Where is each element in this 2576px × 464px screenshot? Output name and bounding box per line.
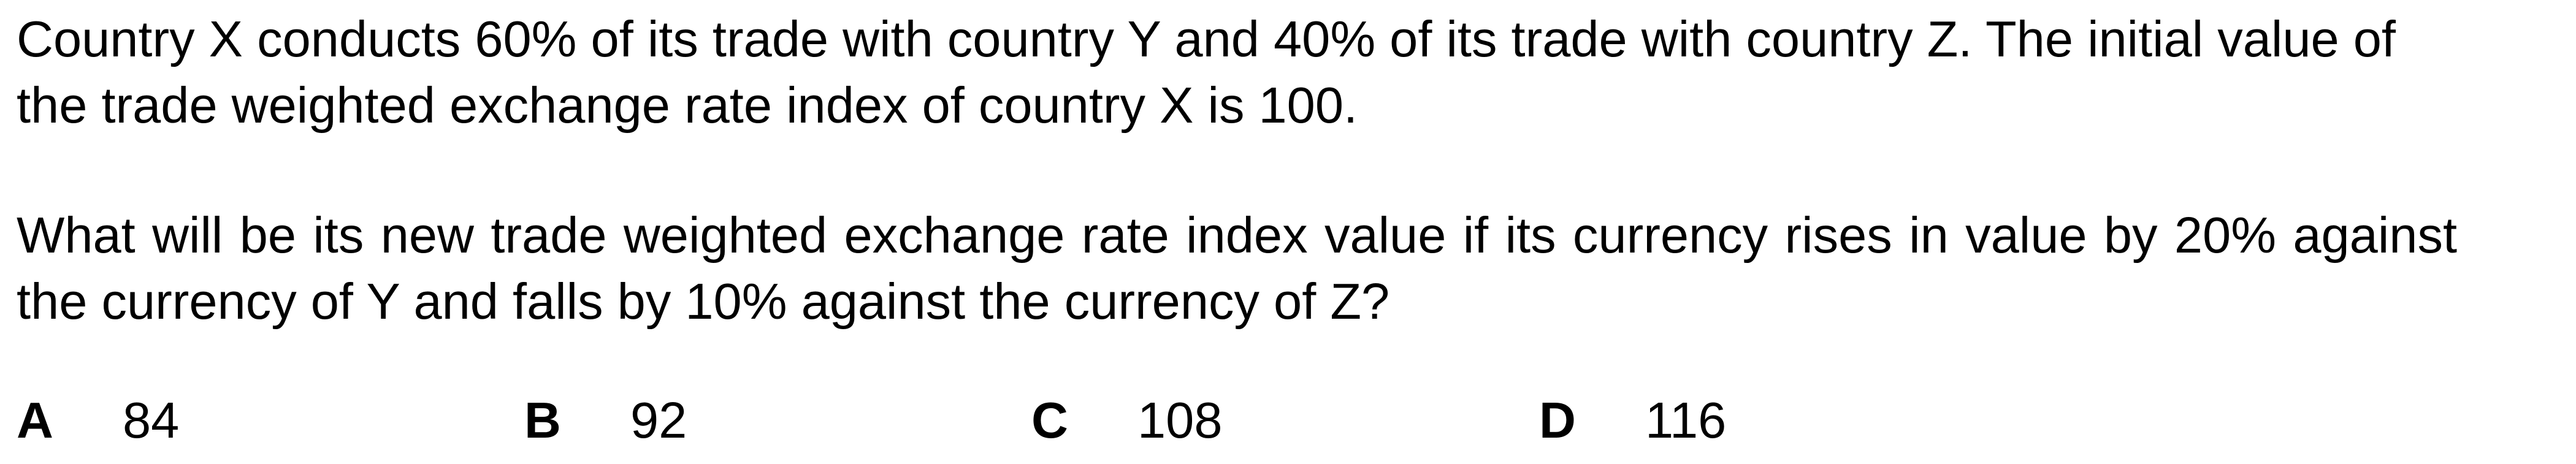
option-value: 84 <box>123 392 180 449</box>
option-letter: A <box>17 392 53 449</box>
option-value: 108 <box>1137 392 1223 449</box>
option-letter: D <box>1539 392 1576 449</box>
option-letter: C <box>1031 392 1068 449</box>
option-letter: B <box>524 392 561 449</box>
option-value: 92 <box>630 392 687 449</box>
question-prompt: What will be its new trade weighted exch… <box>17 207 2457 330</box>
question-stem: Country X conducts 60% of its trade with… <box>17 10 2396 134</box>
option-value: 116 <box>1645 392 1727 449</box>
answer-options: A 84 B 92 C 108 D 116 <box>17 387 2457 454</box>
